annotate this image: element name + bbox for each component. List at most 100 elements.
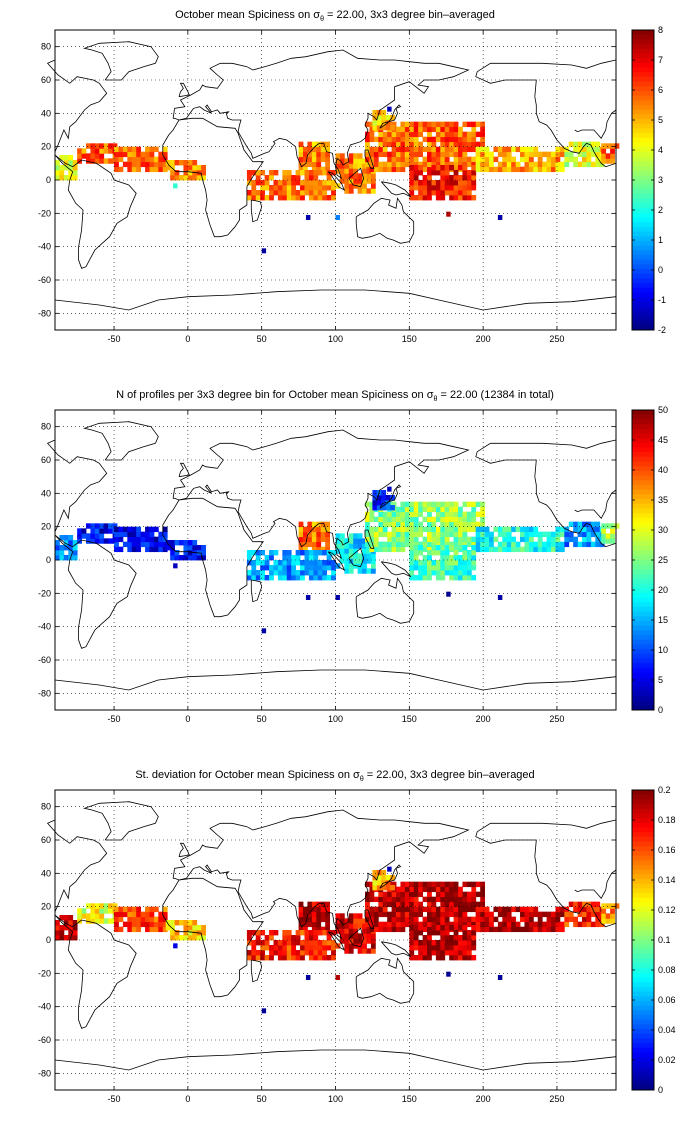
data-bin	[480, 886, 486, 893]
data-bin	[586, 526, 592, 533]
data-bin	[307, 156, 313, 163]
data-bin	[586, 536, 592, 543]
coastline	[250, 579, 263, 603]
data-bin	[55, 930, 60, 936]
colorbar-segment	[632, 588, 654, 594]
data-bin	[458, 151, 463, 158]
data-bin	[555, 926, 561, 933]
data-bin	[295, 175, 301, 181]
data-bin	[564, 161, 570, 168]
data-bin	[595, 916, 601, 923]
data-bin	[192, 925, 198, 931]
data-bin	[165, 165, 171, 171]
data-bin	[595, 911, 601, 918]
data-bin	[573, 146, 579, 153]
data-bin	[331, 195, 336, 201]
data-bin	[387, 521, 392, 528]
data-bin	[431, 185, 437, 191]
data-bin	[427, 921, 432, 928]
data-bin	[308, 185, 314, 191]
coastline	[178, 82, 190, 98]
data-bin	[440, 161, 446, 168]
data-bin	[444, 516, 450, 523]
data-bin	[298, 151, 304, 158]
colorbar-segment	[632, 865, 654, 871]
data-bin	[453, 550, 459, 556]
data-bin	[273, 180, 279, 186]
data-bin	[400, 531, 406, 538]
data-bin	[325, 146, 330, 153]
data-bin	[573, 921, 579, 928]
data-bin	[94, 908, 100, 914]
data-bin	[418, 881, 423, 888]
coastline	[355, 957, 415, 1004]
y-tick-label: 40	[41, 868, 51, 878]
data-bin	[149, 536, 155, 543]
data-bin	[373, 161, 379, 168]
data-bin	[158, 151, 164, 158]
data-bin	[466, 916, 472, 923]
data-bin	[303, 531, 308, 538]
data-bin	[497, 906, 503, 913]
data-bin	[269, 930, 274, 936]
coastline	[534, 856, 617, 928]
data-bin	[435, 536, 441, 543]
data-bin	[269, 185, 274, 191]
data-bin	[497, 975, 503, 980]
data-bin	[86, 143, 91, 149]
data-bin	[422, 536, 428, 543]
data-bin	[533, 926, 539, 933]
data-bin	[573, 536, 579, 543]
grid-layer	[55, 790, 616, 1090]
data-bin	[317, 955, 323, 961]
data-bin	[357, 158, 363, 164]
colorbar-segment	[632, 808, 654, 814]
colorbar-segment	[632, 475, 654, 481]
data-bin	[313, 950, 319, 956]
colorbar-segment	[632, 1024, 654, 1030]
data-bin	[422, 546, 428, 553]
data-bin	[422, 916, 428, 923]
colorbar-segment	[632, 574, 654, 580]
data-bin	[449, 121, 455, 128]
data-bin	[427, 570, 432, 576]
data-bin	[378, 896, 384, 903]
data-bin	[400, 121, 406, 128]
data-bin	[453, 166, 459, 173]
data-bin	[458, 506, 463, 513]
data-bin	[533, 906, 539, 913]
data-bin	[335, 168, 341, 174]
data-bin	[264, 945, 270, 951]
data-bin	[453, 126, 459, 133]
data-bin	[449, 560, 455, 566]
data-bin	[127, 906, 133, 913]
data-bin	[524, 906, 530, 913]
data-bin	[524, 526, 530, 533]
data-bin	[422, 555, 428, 561]
data-bin	[577, 901, 583, 908]
data-bin	[300, 950, 305, 956]
data-bin	[277, 195, 283, 201]
data-bin	[533, 146, 539, 153]
data-bin	[431, 570, 437, 576]
data-bin	[409, 901, 415, 908]
colorbar-segment	[632, 315, 654, 322]
data-bin	[533, 546, 539, 553]
data-bin	[458, 541, 463, 548]
data-bin	[449, 511, 455, 518]
data-bin	[136, 906, 142, 913]
data-bin	[369, 526, 375, 533]
data-bin	[409, 141, 415, 148]
colorbar-segment	[632, 1085, 654, 1091]
data-bin	[94, 538, 100, 544]
data-bin	[72, 545, 78, 551]
data-bin	[322, 950, 328, 956]
data-bin	[370, 938, 376, 944]
data-bin	[471, 165, 477, 171]
colorbar-segment	[632, 170, 654, 176]
data-bin	[313, 955, 319, 961]
data-bin	[400, 906, 406, 913]
data-bin	[413, 170, 419, 176]
coastline	[380, 561, 412, 578]
data-bin	[427, 126, 432, 133]
